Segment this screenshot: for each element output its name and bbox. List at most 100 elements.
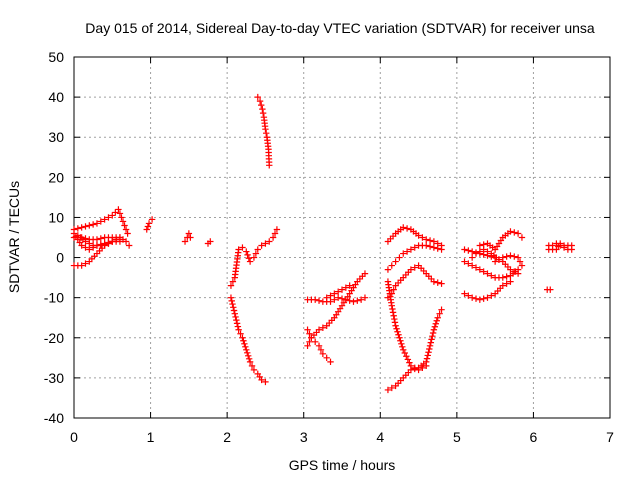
plot-frame bbox=[73, 56, 611, 419]
data-point bbox=[438, 280, 445, 287]
data-point bbox=[425, 349, 432, 356]
data-point bbox=[557, 240, 564, 247]
data-point bbox=[468, 294, 476, 301]
data-point bbox=[434, 245, 441, 252]
data-point bbox=[384, 266, 392, 273]
data-point bbox=[518, 234, 526, 241]
data-point bbox=[427, 339, 435, 346]
data-point bbox=[426, 345, 433, 353]
data-point bbox=[273, 226, 281, 233]
data-point bbox=[411, 244, 418, 251]
data-point bbox=[438, 306, 445, 313]
data-point bbox=[105, 214, 112, 221]
data-point bbox=[357, 296, 365, 303]
data-point bbox=[125, 242, 133, 249]
data-point bbox=[407, 362, 415, 370]
data-point bbox=[148, 216, 156, 223]
data-point bbox=[403, 225, 411, 232]
data-point bbox=[109, 238, 116, 245]
data-point bbox=[461, 246, 468, 253]
grid-lines bbox=[74, 57, 610, 418]
data-point bbox=[78, 242, 85, 249]
data-point bbox=[97, 235, 104, 242]
x-tick-label: 4 bbox=[376, 429, 384, 445]
data-point bbox=[476, 242, 484, 249]
y-tick-label: 10 bbox=[48, 209, 64, 225]
data-point bbox=[461, 290, 468, 297]
data-point bbox=[312, 296, 319, 303]
data-point bbox=[145, 220, 153, 227]
x-axis-label: GPS time / hours bbox=[289, 457, 396, 473]
x-tick-label: 1 bbox=[147, 429, 155, 445]
data-point bbox=[185, 230, 193, 237]
data-point bbox=[93, 236, 101, 243]
y-tick-label: 0 bbox=[56, 250, 64, 266]
data-point bbox=[234, 323, 242, 330]
data-point bbox=[400, 250, 407, 257]
data-point bbox=[507, 252, 514, 259]
data-point bbox=[480, 246, 487, 253]
data-point bbox=[434, 279, 441, 286]
data-point bbox=[266, 162, 273, 169]
data-point bbox=[259, 105, 266, 113]
data-point bbox=[334, 294, 342, 301]
data-point bbox=[116, 210, 124, 217]
data-point bbox=[89, 221, 97, 228]
data-point bbox=[118, 214, 125, 221]
data-point bbox=[415, 366, 422, 374]
data-point bbox=[82, 244, 89, 251]
data-point bbox=[484, 248, 491, 255]
data-point bbox=[461, 258, 468, 265]
data-point bbox=[476, 248, 484, 255]
data-point bbox=[143, 226, 150, 233]
data-point bbox=[476, 296, 484, 303]
data-point bbox=[426, 243, 434, 250]
data-point bbox=[97, 242, 104, 249]
data-point bbox=[319, 324, 327, 331]
data-point bbox=[429, 332, 436, 340]
data-point bbox=[394, 328, 401, 335]
data-point bbox=[411, 264, 418, 271]
data-point bbox=[116, 238, 124, 245]
data-point bbox=[384, 386, 392, 394]
data-point bbox=[400, 346, 407, 354]
chart-title: Day 015 of 2014, Sidereal Day-to-day VTE… bbox=[85, 20, 595, 36]
data-point bbox=[390, 312, 397, 319]
y-tick-label: -40 bbox=[44, 410, 64, 426]
data-point bbox=[545, 242, 552, 249]
data-point bbox=[315, 326, 323, 333]
data-point bbox=[514, 230, 522, 237]
data-point bbox=[424, 352, 431, 359]
data-point bbox=[78, 262, 85, 269]
data-point bbox=[256, 97, 264, 105]
data-point bbox=[187, 234, 194, 241]
data-point bbox=[144, 223, 152, 230]
data-point bbox=[269, 234, 277, 241]
data-point bbox=[516, 258, 524, 265]
data-point bbox=[319, 350, 327, 358]
data-point bbox=[231, 310, 238, 317]
data-point bbox=[252, 250, 260, 257]
data-point bbox=[407, 266, 415, 273]
data-point bbox=[262, 130, 270, 137]
data-point bbox=[432, 320, 439, 327]
y-tick-labels: -40 -30 -20 -10 0 10 20 30 40 50 bbox=[44, 49, 64, 426]
data-point bbox=[423, 362, 430, 370]
data-point bbox=[250, 254, 258, 261]
data-point bbox=[514, 254, 522, 261]
data-point bbox=[423, 355, 431, 362]
data-point bbox=[82, 238, 89, 245]
data-point bbox=[262, 378, 269, 386]
data-point bbox=[262, 240, 269, 247]
data-point bbox=[407, 246, 415, 253]
data-point bbox=[396, 334, 403, 341]
data-point bbox=[389, 305, 396, 313]
data-point bbox=[82, 223, 89, 230]
data-point bbox=[391, 315, 398, 323]
data-point bbox=[317, 346, 325, 354]
data-point bbox=[239, 244, 246, 251]
y-axis-label: SDTVAR / TECUs bbox=[6, 181, 22, 293]
data-point bbox=[245, 355, 253, 363]
data-point bbox=[259, 109, 267, 117]
data-point bbox=[415, 232, 422, 239]
